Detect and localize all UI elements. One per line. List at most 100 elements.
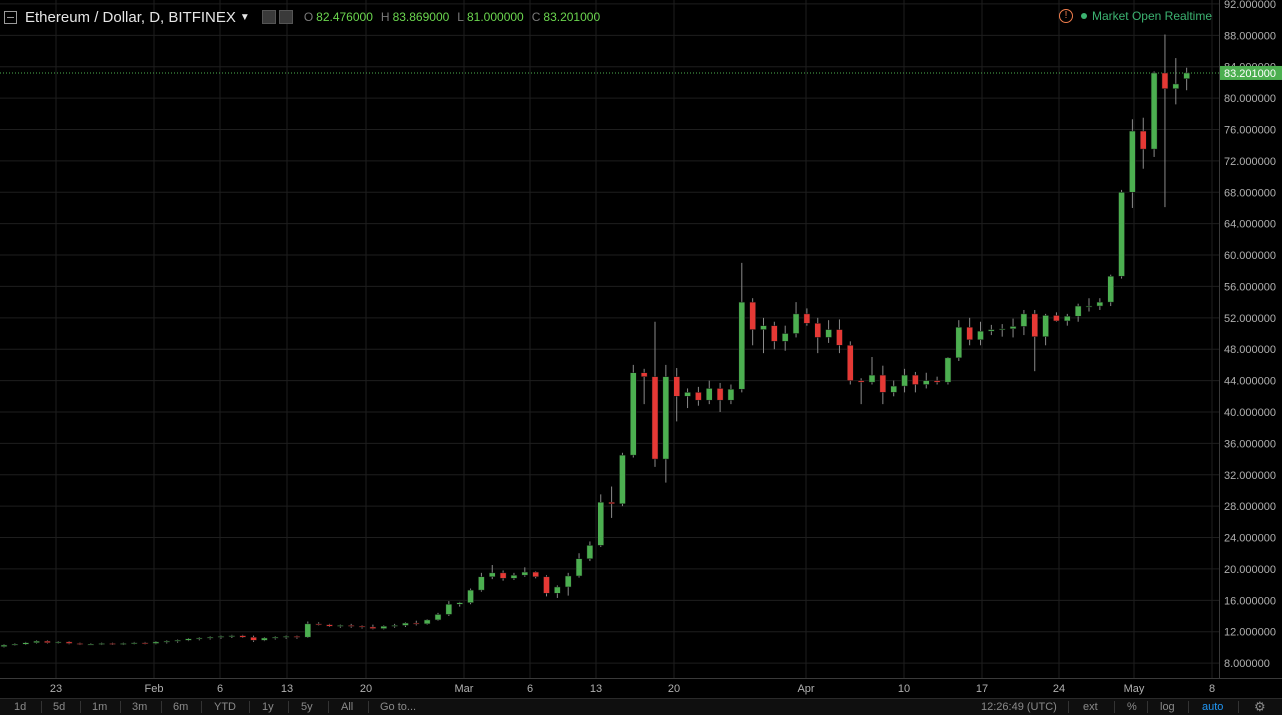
candle-down: [1140, 130, 1147, 150]
gear-icon[interactable]: ⚙: [1254, 699, 1266, 714]
candle-down: [608, 501, 615, 505]
range-6m-button[interactable]: 6m: [173, 701, 189, 713]
candle-up: [564, 575, 572, 588]
percent-button[interactable]: %: [1127, 701, 1137, 713]
candle-up: [1074, 305, 1082, 317]
candle-down: [749, 301, 756, 330]
candle-up: [152, 641, 160, 644]
candle-up: [988, 329, 995, 332]
candle-up: [944, 357, 952, 383]
alert-icon[interactable]: !: [1058, 9, 1073, 23]
candle-up: [1096, 301, 1104, 307]
candle-up: [1064, 315, 1071, 322]
x-tick-label: May: [1124, 683, 1145, 695]
candle-down: [640, 372, 648, 377]
candle-up: [781, 333, 789, 342]
candle-down: [293, 636, 301, 638]
symbol-title[interactable]: Ethereum / Dollar, D, BITFINEX: [25, 8, 236, 26]
candle-down: [836, 329, 843, 346]
candle-down: [1031, 313, 1038, 337]
candle-down: [695, 392, 702, 401]
candle-down: [543, 576, 550, 594]
hide-square-icon[interactable]: [278, 10, 293, 24]
candle-up: [923, 380, 930, 385]
candle-up: [977, 330, 984, 341]
x-tick-label: 17: [976, 683, 988, 695]
candle-up: [206, 636, 214, 639]
open-label: O: [303, 10, 314, 24]
x-tick-label: 8: [1209, 683, 1215, 695]
open-value: 82.476000: [316, 10, 373, 24]
range-all-button[interactable]: All: [341, 701, 354, 713]
candle-down: [413, 622, 420, 625]
candle-up: [423, 619, 431, 625]
candle-up: [304, 623, 312, 638]
y-tick-label: 76.000000: [1224, 124, 1276, 136]
divider: [288, 701, 289, 713]
candle-up: [586, 545, 594, 559]
candle-up: [22, 642, 29, 645]
menu-icon[interactable]: [4, 10, 17, 24]
candle-down: [803, 313, 811, 324]
candle-up: [521, 571, 529, 576]
candle-down: [141, 642, 149, 644]
candle-down: [358, 625, 366, 628]
status-dot-icon: [1080, 13, 1087, 19]
y-tick-label: 88.000000: [1224, 30, 1276, 42]
range-5d-button[interactable]: 5d: [53, 701, 66, 713]
candle-down: [499, 572, 507, 579]
ext-button[interactable]: ext: [1083, 701, 1098, 713]
log-button[interactable]: log: [1160, 701, 1175, 713]
auto-scale-button[interactable]: auto: [1202, 701, 1224, 713]
y-tick-label: 44.000000: [1224, 376, 1276, 388]
candle-up: [1107, 275, 1114, 303]
candle-down: [716, 388, 724, 401]
candle-up: [998, 328, 1006, 331]
range-3m-button[interactable]: 3m: [132, 701, 148, 713]
range-1m-button[interactable]: 1m: [92, 701, 108, 713]
candle-up: [901, 374, 908, 387]
candle-up: [597, 501, 604, 546]
y-tick-label: 16.000000: [1224, 595, 1276, 607]
candle-up: [1172, 83, 1180, 89]
candle-up: [55, 641, 62, 644]
low-value: 81.000000: [466, 10, 524, 24]
range-5y-button[interactable]: 5y: [301, 701, 313, 713]
candle-up: [282, 636, 290, 638]
candle-up: [272, 636, 279, 639]
settings-square-icon[interactable]: [261, 10, 276, 24]
candle-down: [369, 626, 377, 629]
range-1y-button[interactable]: 1y: [262, 701, 274, 713]
candle-up: [510, 574, 518, 579]
candle-up: [1020, 313, 1028, 327]
candle-down: [912, 374, 919, 385]
chevron-down-icon[interactable]: ▼: [239, 11, 250, 23]
candle-down: [879, 374, 887, 393]
range-1d-button[interactable]: 1d: [14, 701, 27, 713]
candle-up: [706, 388, 713, 401]
candle-up: [662, 376, 670, 460]
candle-up: [1150, 72, 1158, 150]
candle-up: [825, 329, 832, 338]
x-tick-label: 6: [217, 683, 223, 695]
x-tick-label: 24: [1053, 683, 1065, 695]
divider: [1188, 701, 1189, 713]
divider: [328, 701, 329, 713]
candle-down: [250, 636, 257, 641]
y-tick-label: 92.000000: [1224, 0, 1276, 11]
goto-button[interactable]: Go to...: [380, 701, 417, 713]
candle-down: [532, 571, 539, 578]
range-ytd-button[interactable]: YTD: [214, 701, 236, 713]
candle-up: [217, 636, 225, 638]
candle-up: [402, 622, 409, 626]
candle-up: [890, 385, 897, 393]
y-tick-label: 68.000000: [1224, 187, 1276, 199]
candle-up: [380, 625, 387, 629]
divider: [1238, 701, 1239, 713]
candle-up: [1085, 305, 1093, 308]
candle-down: [933, 380, 941, 383]
x-tick-label: Feb: [145, 683, 164, 695]
candle-up: [554, 586, 561, 594]
candle-up: [630, 372, 637, 456]
